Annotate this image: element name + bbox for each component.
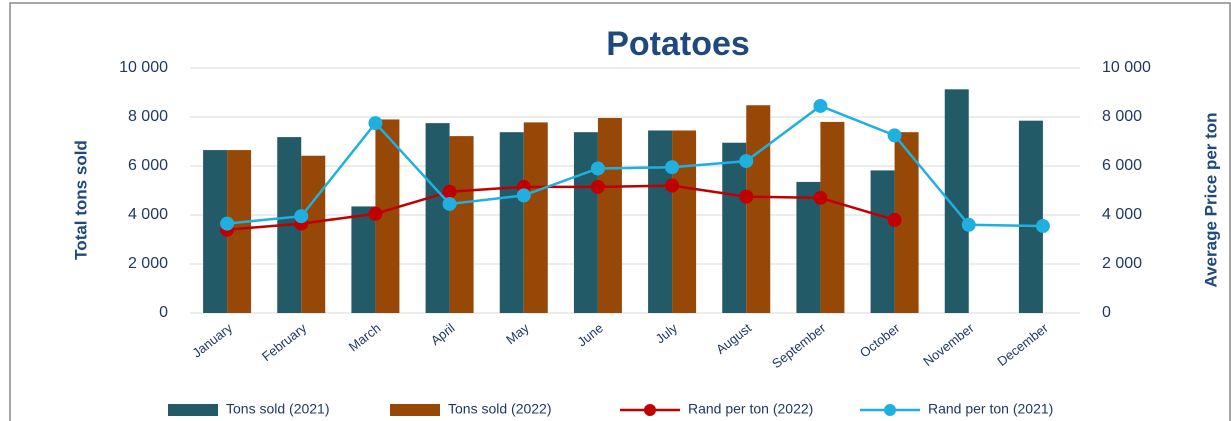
bar (672, 130, 697, 313)
y2-axis-label: Average Price per ton (1201, 112, 1220, 287)
chart-frame (9, 2, 1231, 421)
bar (648, 130, 673, 313)
point (590, 179, 605, 194)
y-tick-label: 10 000 (119, 59, 168, 76)
point (442, 184, 457, 199)
point (368, 206, 383, 221)
point (739, 189, 754, 204)
y2-tick-label: 10 000 (1102, 59, 1151, 76)
x-tick-label: December (994, 320, 1051, 369)
point (887, 128, 902, 143)
y2-tick-label: 4 000 (1102, 206, 1142, 223)
x-tick-label: August (713, 320, 754, 357)
bar (523, 122, 548, 313)
point (1035, 219, 1050, 234)
x-tick-label: February (259, 320, 310, 364)
point (739, 154, 754, 169)
point (368, 116, 383, 131)
bar (573, 132, 598, 313)
x-tick-label: September (769, 320, 829, 371)
y2-tick-label: 6 000 (1102, 157, 1142, 174)
point (665, 178, 680, 193)
line (226, 104, 1043, 228)
x-tick-label: June (574, 320, 605, 349)
x-tick-label: November (920, 320, 977, 369)
point (665, 160, 680, 175)
bar (722, 142, 747, 313)
point (220, 216, 235, 231)
point (516, 188, 531, 203)
y-tick-label: 2 000 (128, 255, 168, 272)
bar (499, 132, 524, 313)
y2-tick-label: 0 (1102, 304, 1111, 321)
x-tick-label: July (653, 320, 681, 346)
legend-swatch (390, 404, 440, 416)
y-tick-label: 0 (159, 304, 168, 321)
bar (351, 206, 376, 313)
point (590, 161, 605, 176)
y-axis-label: Total tons sold (71, 140, 90, 260)
bar (796, 181, 821, 313)
y2-tick-label: 8 000 (1102, 108, 1142, 125)
line (226, 184, 895, 231)
bar (870, 170, 895, 313)
chart-title: Potatoes (606, 25, 750, 63)
y-tick-label: 4 000 (128, 206, 168, 223)
y2-tick-label: 2 000 (1102, 255, 1142, 272)
y-tick-label: 8 000 (128, 108, 168, 125)
bar (425, 123, 450, 313)
point (961, 217, 976, 232)
bar (301, 155, 326, 313)
point (442, 196, 457, 211)
legend-label: Tons sold (2021) (226, 401, 330, 417)
point (294, 209, 309, 224)
x-tick-label: April (428, 320, 458, 348)
bar (820, 121, 845, 314)
legend-label: Tons sold (2022) (448, 401, 552, 417)
legend-swatch (644, 404, 656, 416)
x-tick-label: January (189, 320, 235, 361)
point (813, 190, 828, 205)
x-tick-label: May (503, 320, 532, 347)
bar (746, 105, 771, 314)
x-tick-label: March (346, 320, 384, 354)
legend-label: Rand per ton (2021) (928, 401, 1053, 417)
legend-swatch (168, 404, 218, 416)
bar (597, 117, 622, 313)
y-tick-label: 6 000 (128, 157, 168, 174)
x-tick-label: October (857, 320, 903, 361)
point (887, 212, 902, 227)
bar (1018, 120, 1043, 313)
bar (449, 136, 474, 313)
point (813, 98, 828, 113)
legend-swatch (884, 404, 896, 416)
legend-label: Rand per ton (2022) (688, 401, 813, 417)
